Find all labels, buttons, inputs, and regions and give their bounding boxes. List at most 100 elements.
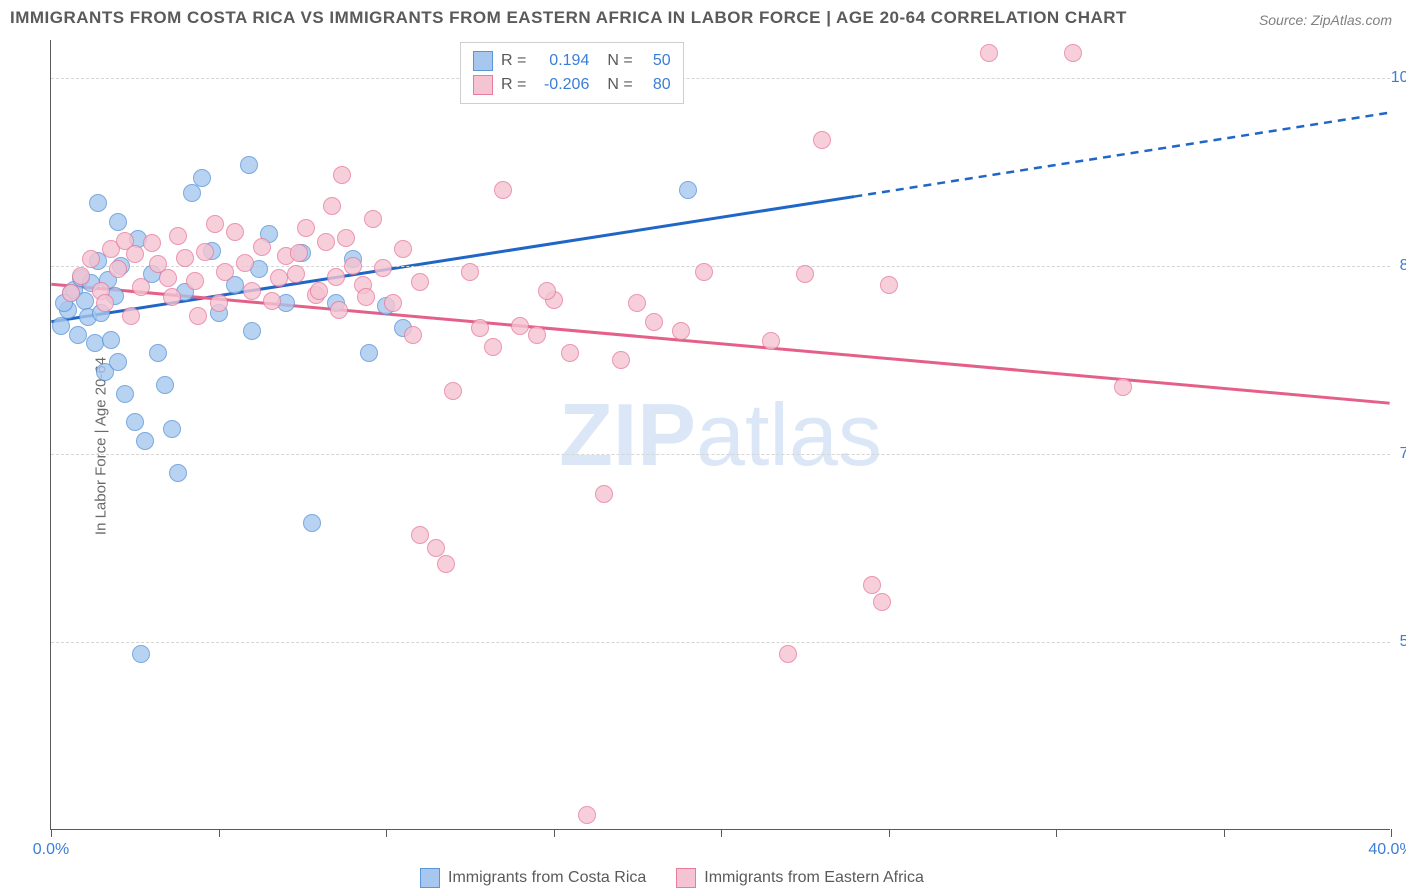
scatter-point	[595, 485, 613, 503]
scatter-point	[411, 526, 429, 544]
scatter-point	[270, 269, 288, 287]
scatter-point	[880, 276, 898, 294]
scatter-point	[1114, 378, 1132, 396]
scatter-point	[263, 292, 281, 310]
scatter-point	[226, 223, 244, 241]
scatter-point	[672, 322, 690, 340]
scatter-point	[344, 257, 362, 275]
scatter-point	[169, 227, 187, 245]
legend-swatch	[473, 51, 493, 71]
legend-n-value: 80	[641, 73, 671, 97]
scatter-point	[236, 254, 254, 272]
y-tick-label: 100.0%	[1391, 69, 1406, 87]
scatter-point	[243, 282, 261, 300]
legend-swatch	[473, 75, 493, 95]
scatter-point	[109, 260, 127, 278]
x-tick-mark	[51, 829, 52, 837]
x-tick-mark	[1056, 829, 1057, 837]
scatter-point	[89, 194, 107, 212]
scatter-point	[176, 249, 194, 267]
scatter-point	[444, 382, 462, 400]
y-tick-label: 70.0%	[1400, 445, 1406, 463]
scatter-point	[193, 169, 211, 187]
scatter-point	[461, 263, 479, 281]
x-tick-mark	[721, 829, 722, 837]
scatter-point	[873, 593, 891, 611]
scatter-point	[612, 351, 630, 369]
trend-line-extrapolated	[854, 113, 1389, 197]
gridline-horizontal	[51, 454, 1390, 455]
scatter-point	[310, 282, 328, 300]
scatter-point	[156, 376, 174, 394]
x-tick-mark	[1224, 829, 1225, 837]
scatter-point	[471, 319, 489, 337]
scatter-point	[163, 420, 181, 438]
scatter-point	[186, 272, 204, 290]
scatter-point	[323, 197, 341, 215]
scatter-point	[528, 326, 546, 344]
scatter-point	[183, 184, 201, 202]
scatter-point	[628, 294, 646, 312]
scatter-point	[303, 514, 321, 532]
scatter-point	[52, 317, 70, 335]
scatter-point	[980, 44, 998, 62]
scatter-point	[210, 294, 228, 312]
scatter-point	[484, 338, 502, 356]
stats-legend-row: R =0.194N =50	[473, 49, 671, 73]
scatter-point	[297, 219, 315, 237]
x-tick-mark	[386, 829, 387, 837]
legend-r-label: R =	[501, 73, 526, 97]
scatter-plot-area: ZIPatlas 55.0%70.0%85.0%100.0%0.0%40.0%	[50, 40, 1390, 830]
gridline-horizontal	[51, 78, 1390, 79]
scatter-point	[116, 385, 134, 403]
scatter-point	[216, 263, 234, 281]
watermark: ZIPatlas	[559, 384, 882, 486]
source-attribution: Source: ZipAtlas.com	[1259, 12, 1392, 28]
x-tick-label: 40.0%	[1368, 841, 1406, 859]
legend-n-value: 50	[641, 49, 671, 73]
scatter-point	[72, 267, 90, 285]
bottom-legend-label: Immigrants from Eastern Africa	[704, 869, 924, 887]
scatter-point	[863, 576, 881, 594]
scatter-point	[645, 313, 663, 331]
scatter-point	[82, 250, 100, 268]
scatter-point	[511, 317, 529, 335]
scatter-point	[62, 284, 80, 302]
x-tick-mark	[889, 829, 890, 837]
scatter-point	[427, 539, 445, 557]
scatter-point	[538, 282, 556, 300]
x-tick-label: 0.0%	[33, 841, 69, 859]
stats-legend: R =0.194N =50R =-0.206N =80	[460, 42, 684, 104]
y-tick-label: 85.0%	[1400, 257, 1406, 275]
scatter-point	[404, 326, 422, 344]
legend-n-label: N =	[607, 73, 632, 97]
scatter-point	[86, 334, 104, 352]
legend-swatch	[676, 868, 696, 888]
scatter-point	[126, 413, 144, 431]
chart-title: IMMIGRANTS FROM COSTA RICA VS IMMIGRANTS…	[10, 8, 1127, 28]
legend-r-label: R =	[501, 49, 526, 73]
x-tick-mark	[1391, 829, 1392, 837]
scatter-point	[132, 645, 150, 663]
scatter-point	[69, 326, 87, 344]
scatter-point	[317, 233, 335, 251]
scatter-point	[578, 806, 596, 824]
scatter-point	[122, 307, 140, 325]
y-tick-label: 55.0%	[1400, 633, 1406, 651]
trend-line	[51, 284, 1389, 403]
scatter-point	[143, 234, 161, 252]
scatter-point	[196, 243, 214, 261]
x-tick-mark	[554, 829, 555, 837]
scatter-point	[384, 294, 402, 312]
scatter-point	[240, 156, 258, 174]
scatter-point	[394, 240, 412, 258]
legend-n-label: N =	[607, 49, 632, 73]
scatter-point	[1064, 44, 1082, 62]
series-legend: Immigrants from Costa RicaImmigrants fro…	[420, 868, 924, 888]
scatter-point	[132, 278, 150, 296]
scatter-point	[679, 181, 697, 199]
scatter-point	[357, 288, 375, 306]
scatter-point	[169, 464, 187, 482]
stats-legend-row: R =-0.206N =80	[473, 73, 671, 97]
scatter-point	[333, 166, 351, 184]
